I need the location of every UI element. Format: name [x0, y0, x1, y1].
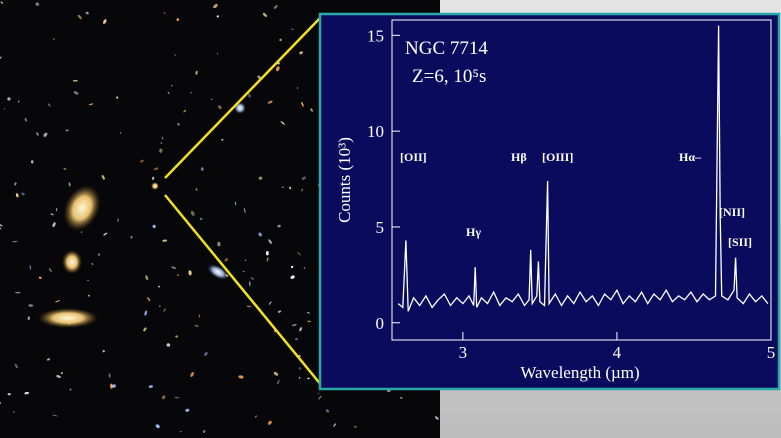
slide: NGC 7714 Z=6, 10⁵s Counts (10³) Waveleng… — [0, 0, 781, 438]
galaxy — [151, 182, 159, 190]
line-label: Hβ — [511, 150, 527, 164]
chart-title: NGC 7714 — [405, 38, 488, 59]
star — [87, 280, 89, 281]
x-tick-label: 4 — [613, 343, 622, 362]
galaxy — [38, 308, 98, 328]
line-label: [OIII] — [542, 150, 573, 164]
y-tick-label: 10 — [367, 122, 384, 141]
y-axis-label: Counts (10³) — [335, 137, 354, 223]
chart-panel — [320, 14, 779, 389]
line-label: [NII] — [719, 205, 745, 219]
y-tick-label: 0 — [376, 314, 385, 333]
chart-subtitle: Z=6, 10⁵s — [412, 66, 486, 87]
y-tick-label: 15 — [367, 26, 384, 45]
x-tick-label: 3 — [459, 343, 468, 362]
line-label: [OII] — [400, 150, 427, 164]
star — [221, 139, 223, 141]
y-tick-label: 5 — [376, 218, 385, 237]
line-label: Hα– — [679, 150, 702, 164]
line-label: Hγ — [466, 225, 481, 239]
galaxy — [62, 250, 82, 274]
x-tick-label: 5 — [767, 343, 776, 362]
x-axis-label: Wavelength (µm) — [520, 363, 639, 382]
line-label: [SII] — [728, 235, 752, 249]
